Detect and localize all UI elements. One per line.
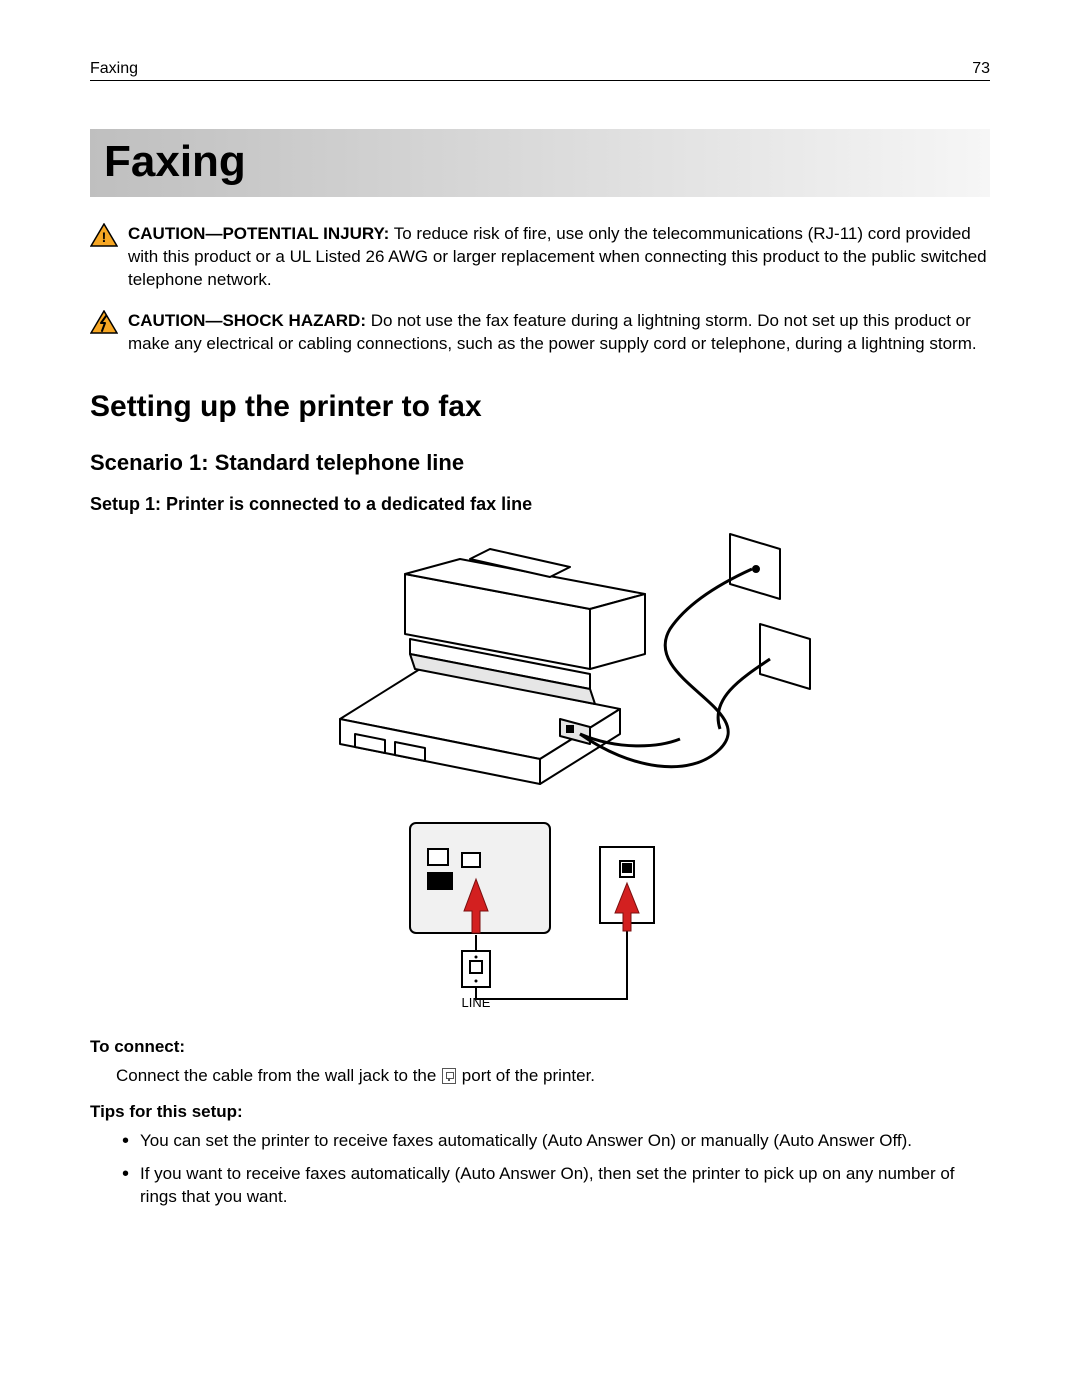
to-connect-heading: To connect:	[90, 1037, 990, 1057]
tips-list: You can set the printer to receive faxes…	[122, 1130, 990, 1209]
header-page-number: 73	[972, 60, 990, 78]
list-item: You can set the printer to receive faxes…	[122, 1130, 990, 1153]
caution-text: CAUTION—POTENTIAL INJURY: To reduce risk…	[128, 223, 990, 292]
svg-text:!: !	[102, 229, 107, 245]
section-heading: Setting up the printer to fax	[90, 390, 990, 424]
warning-triangle-icon: !	[90, 223, 118, 247]
caution-label: CAUTION—SHOCK HAZARD:	[128, 311, 366, 330]
line-label: LINE	[462, 995, 491, 1010]
to-connect-text: Connect the cable from the wall jack to …	[116, 1065, 990, 1088]
setup-heading: Setup 1: Printer is connected to a dedic…	[90, 494, 990, 515]
page-header: Faxing 73	[90, 60, 990, 81]
caution-text: CAUTION—SHOCK HAZARD: Do not use the fax…	[128, 310, 990, 356]
list-item: If you want to receive faxes automatical…	[122, 1163, 990, 1209]
port-glyph-icon	[442, 1068, 456, 1084]
caution-label: CAUTION—POTENTIAL INJURY:	[128, 224, 389, 243]
header-section: Faxing	[90, 60, 138, 78]
caution-shock-hazard: CAUTION—SHOCK HAZARD: Do not use the fax…	[90, 310, 990, 356]
chapter-title: Faxing	[90, 129, 990, 197]
scenario-heading: Scenario 1: Standard telephone line	[90, 450, 990, 476]
caution-potential-injury: ! CAUTION—POTENTIAL INJURY: To reduce ri…	[90, 223, 990, 292]
to-connect-before: Connect the cable from the wall jack to …	[116, 1066, 441, 1085]
warning-triangle-bolt-icon	[90, 310, 118, 334]
figure-printer-wall-connection	[90, 529, 990, 789]
tips-heading: Tips for this setup:	[90, 1102, 990, 1122]
figure-port-schematic: LINE	[90, 813, 990, 1013]
to-connect-after: port of the printer.	[457, 1066, 595, 1085]
